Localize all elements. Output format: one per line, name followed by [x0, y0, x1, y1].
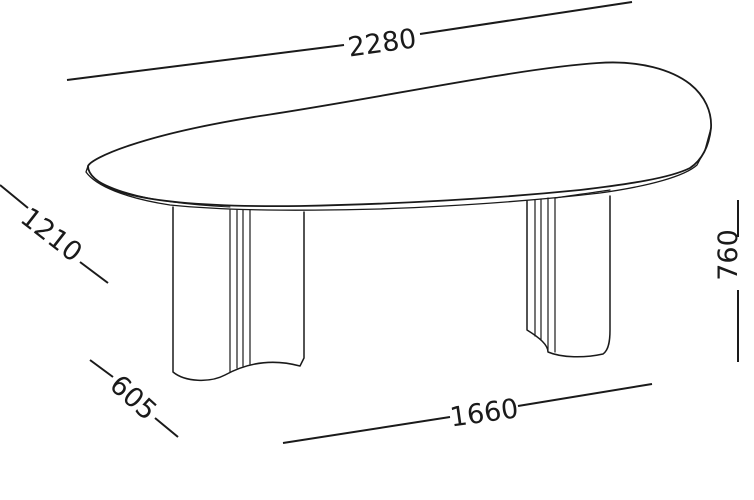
dimension-leg-depth: 605: [89, 359, 179, 438]
dimension-length-label: 2280: [346, 23, 418, 63]
table-top: [85, 61, 712, 211]
dimension-width: 1210: [0, 184, 109, 284]
dimension-width-label: 1210: [14, 202, 87, 269]
dimension-height: 760: [713, 200, 744, 362]
dimension-leg-spacing: 1660: [282, 383, 653, 444]
right-leg: [526, 189, 611, 358]
left-leg: [172, 206, 305, 381]
dimension-height-label: 760: [713, 229, 744, 281]
dimension-leg-depth-label: 605: [103, 369, 162, 427]
dimension-leg-spacing-label: 1660: [448, 393, 520, 433]
